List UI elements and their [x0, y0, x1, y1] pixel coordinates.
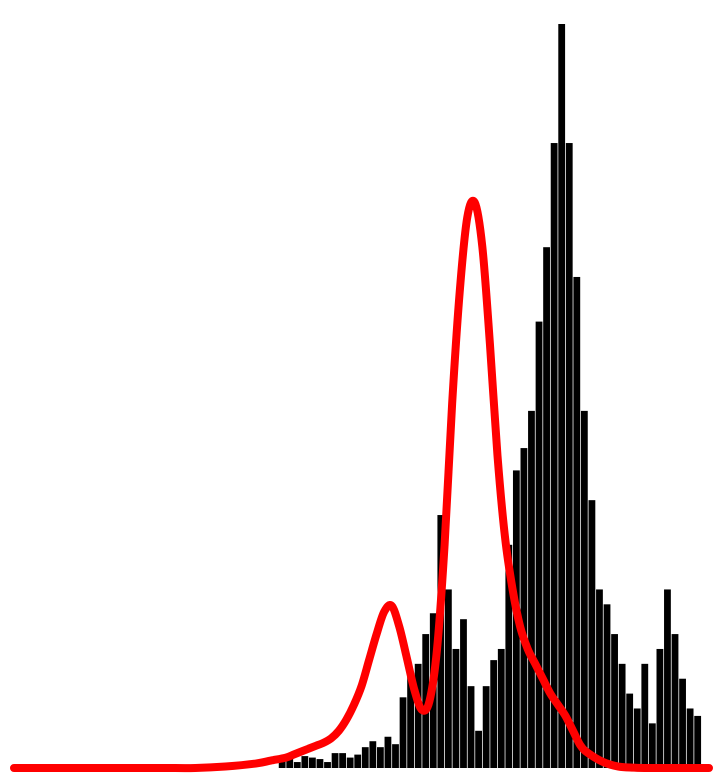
- histogram-bar: [648, 723, 656, 768]
- histogram-bar: [384, 736, 392, 768]
- histogram-bar: [475, 730, 482, 768]
- histogram-bar: [278, 759, 286, 768]
- histogram-bar: [611, 634, 618, 768]
- histogram-bar: [626, 693, 634, 768]
- histogram-bar: [603, 604, 611, 768]
- histogram-bar: [324, 762, 331, 768]
- histogram-bar: [664, 589, 671, 768]
- histogram-bar: [686, 708, 694, 768]
- density-curve-group: [10, 196, 713, 773]
- histogram-bar: [467, 686, 475, 768]
- histogram-bar: [520, 448, 528, 768]
- histogram-bar: [633, 708, 641, 768]
- histogram-bar: [490, 660, 498, 768]
- histogram-bar: [565, 143, 573, 769]
- histogram-bar: [543, 247, 550, 768]
- histogram-bar: [331, 753, 339, 768]
- histogram-bar: [346, 757, 354, 768]
- histogram-bar: [293, 762, 301, 768]
- histogram-bar: [497, 648, 505, 768]
- histogram-bar: [361, 747, 369, 768]
- histogram-bar: [309, 757, 316, 768]
- histogram-bar: [573, 276, 581, 768]
- histogram-bar: [618, 663, 626, 768]
- histogram-bar: [316, 759, 324, 768]
- histogram-bar: [354, 754, 362, 768]
- histogram-bar: [580, 410, 588, 768]
- histogram-bar: [671, 634, 679, 768]
- histogram-bar: [301, 756, 309, 768]
- histogram-bar: [339, 753, 347, 768]
- histogram-bar: [399, 697, 407, 768]
- histogram-bar: [369, 741, 377, 768]
- histogram-bar: [286, 756, 294, 768]
- histogram-bar: [482, 686, 490, 768]
- histogram-bar: [588, 500, 596, 768]
- histogram-bar: [656, 648, 664, 768]
- histogram-bar: [505, 544, 513, 768]
- histogram-bar: [694, 715, 702, 768]
- histogram-bar: [550, 143, 558, 769]
- histogram-bar: [535, 321, 543, 768]
- histogram-bar: [460, 619, 467, 768]
- histogram-bar: [528, 410, 535, 768]
- density-curve-line: [10, 196, 713, 773]
- histogram-bar: [596, 589, 603, 768]
- histogram-bar: [444, 589, 452, 768]
- histogram-bar: [679, 678, 686, 768]
- histogram-bars: [278, 24, 702, 769]
- histogram-bar: [558, 24, 566, 768]
- histogram-bar: [414, 663, 422, 768]
- histogram-bar: [641, 663, 649, 768]
- histogram-bar: [407, 675, 414, 768]
- histogram-bar: [452, 648, 460, 768]
- histogram-bar: [392, 744, 399, 768]
- histogram-bar: [376, 747, 384, 768]
